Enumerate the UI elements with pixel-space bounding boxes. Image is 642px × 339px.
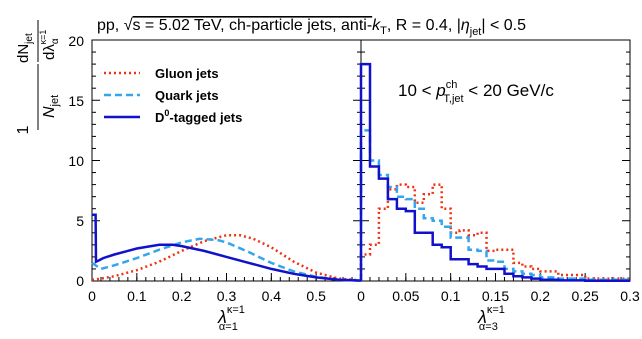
pt-range-annotation: 10 < pch T,jet < 20 GeV/c	[398, 79, 554, 105]
series-gluon-right	[359, 183, 630, 281]
y-tick-labels: 0 5 10 15 20	[68, 33, 84, 289]
x-axis-label-right: λκ=1 α=3	[477, 304, 505, 333]
series-d0-left	[92, 213, 362, 282]
y-tick-label: 20	[68, 33, 84, 49]
y-tick-label: 5	[76, 213, 84, 229]
y-axis-label: 1 Njet dNjet dλακ=1	[15, 20, 61, 134]
x-tick-label: 0.2	[172, 288, 192, 304]
series-gluon-left	[91, 233, 362, 282]
legend-label-quark: Quark jets	[155, 88, 219, 103]
x-tick-label: 0.4	[262, 288, 282, 304]
y-tick-label: 10	[68, 153, 84, 169]
y-tick-label: 15	[68, 93, 84, 109]
legend: Gluon jets Quark jets D0-tagged jets	[104, 66, 242, 125]
legend-label-gluon: Gluon jets	[155, 66, 219, 81]
x-tick-label: 0.1	[127, 288, 147, 304]
chart-title: pp, √s = 5.02 TeV, ch-particle jets, ant…	[97, 17, 526, 38]
x-tick-label: 0.3	[620, 288, 640, 304]
x-tick-label: 0.25	[572, 288, 599, 304]
y-tick-label: 0	[76, 273, 84, 289]
series-quark-right	[359, 129, 630, 282]
panel-right-frame	[360, 39, 631, 282]
x-tick-label: 0	[88, 288, 96, 304]
x-tick-label: 0	[357, 288, 365, 304]
x-tick-label: 0.05	[392, 288, 419, 304]
x-tick-label: 0.1	[441, 288, 461, 304]
x-axis-label-left: λκ=1 α=1	[217, 304, 245, 333]
svg-text:1: 1	[15, 125, 32, 134]
svg-text:Njet: Njet	[41, 95, 61, 118]
svg-text:dNjet: dNjet	[15, 33, 35, 63]
x-tick-label: 0.15	[482, 288, 509, 304]
x-tick-label: 0.2	[531, 288, 551, 304]
panel-left-frame	[91, 39, 362, 282]
x-tick-label: 0.5	[306, 288, 326, 304]
svg-text:dλακ=1: dλακ=1	[38, 30, 61, 60]
legend-label-d0: D0-tagged jets	[155, 108, 242, 125]
x-tick-label: 0.3	[217, 288, 237, 304]
series-d0-right	[359, 62, 630, 283]
